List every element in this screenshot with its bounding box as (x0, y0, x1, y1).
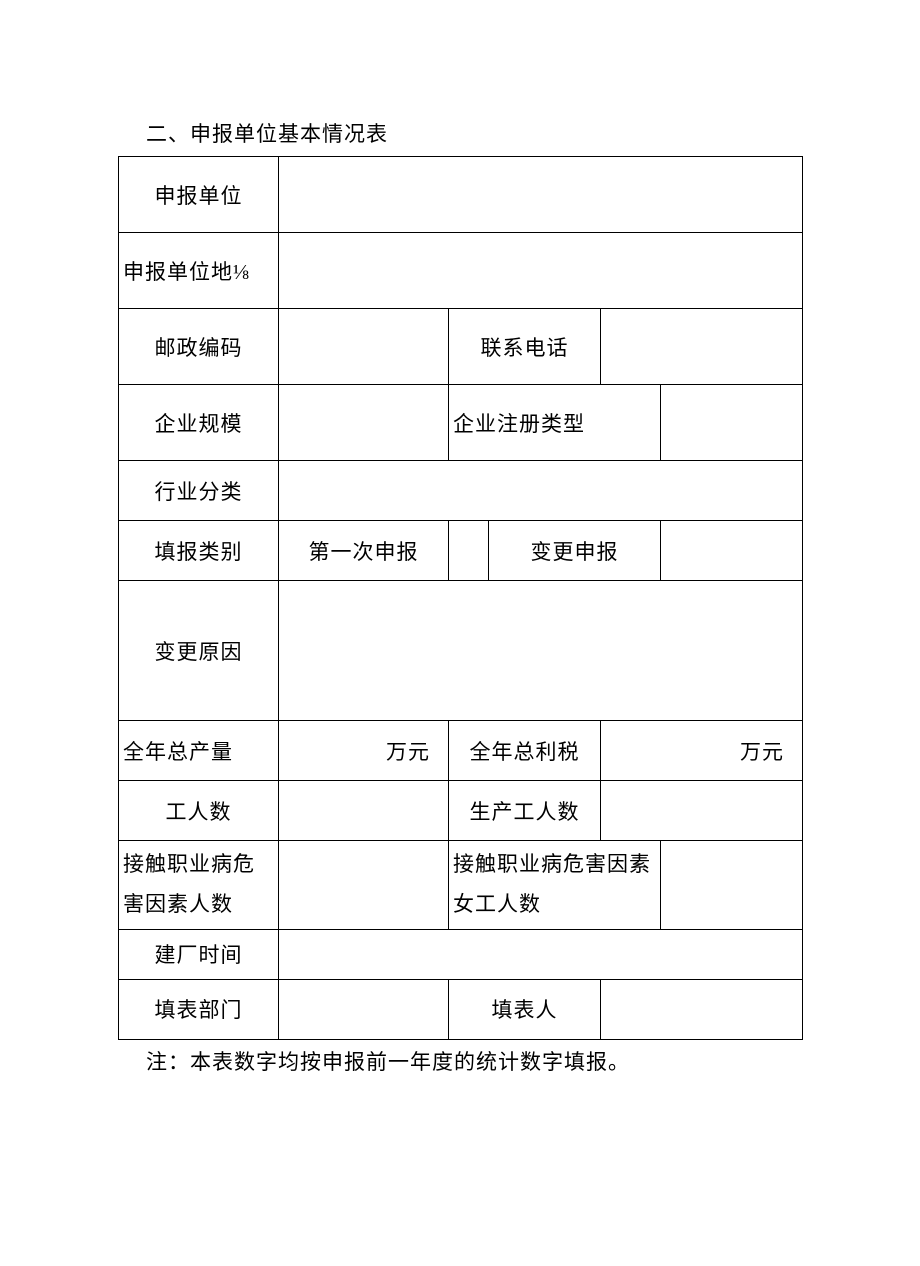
label-declare-address: 申报单位地⅛ (119, 233, 279, 309)
label-annual-tax: 全年总利税 (449, 721, 601, 781)
label-prod-workers: 生产工人数 (449, 781, 601, 841)
table-note: 注：本表数字均按申报前一年度的统计数字填报。 (146, 1046, 802, 1076)
form-table: 申报单位 申报单位地⅛ 邮政编码 联系电话 企业规模 企业注册类型 行业分类 填… (118, 156, 803, 1040)
table-row: 工人数 生产工人数 (119, 781, 803, 841)
label-postcode: 邮政编码 (119, 309, 279, 385)
value-hazard-female-workers[interactable] (661, 841, 803, 930)
table-row: 邮政编码 联系电话 (119, 309, 803, 385)
table-row: 申报单位地⅛ (119, 233, 803, 309)
label-change-report: 变更申报 (489, 521, 661, 581)
value-postcode[interactable] (279, 309, 449, 385)
value-build-time[interactable] (279, 929, 803, 979)
value-reg-type[interactable] (661, 385, 803, 461)
unit-annual-tax: 万元 (601, 721, 803, 781)
table-row: 接触职业病危害因素人数 接触职业病危害因素女工人数 (119, 841, 803, 930)
value-hazard-workers[interactable] (279, 841, 449, 930)
checkbox-first-report[interactable] (449, 521, 489, 581)
value-prod-workers[interactable] (601, 781, 803, 841)
table-row: 填表部门 填表人 (119, 979, 803, 1039)
unit-annual-output: 万元 (279, 721, 449, 781)
label-reg-type: 企业注册类型 (449, 385, 661, 461)
value-change-reason[interactable] (279, 581, 803, 721)
label-workers: 工人数 (119, 781, 279, 841)
table-row: 填报类别 第一次申报 变更申报 (119, 521, 803, 581)
value-fill-dept[interactable] (279, 979, 449, 1039)
value-phone[interactable] (601, 309, 803, 385)
value-declare-unit[interactable] (279, 157, 803, 233)
page-title: 二、申报单位基本情况表 (146, 118, 802, 148)
table-row: 企业规模 企业注册类型 (119, 385, 803, 461)
label-hazard-workers: 接触职业病危害因素人数 (119, 841, 279, 930)
label-annual-output: 全年总产量 (119, 721, 279, 781)
label-build-time: 建厂时间 (119, 929, 279, 979)
label-industry: 行业分类 (119, 461, 279, 521)
value-declare-address[interactable] (279, 233, 803, 309)
checkbox-change-report[interactable] (661, 521, 803, 581)
value-workers[interactable] (279, 781, 449, 841)
label-scale: 企业规模 (119, 385, 279, 461)
label-declare-unit: 申报单位 (119, 157, 279, 233)
value-fill-person[interactable] (601, 979, 803, 1039)
label-first-report: 第一次申报 (279, 521, 449, 581)
table-row: 变更原因 (119, 581, 803, 721)
label-report-type: 填报类别 (119, 521, 279, 581)
table-row: 行业分类 (119, 461, 803, 521)
table-row: 全年总产量 万元 全年总利税 万元 (119, 721, 803, 781)
value-scale[interactable] (279, 385, 449, 461)
label-change-reason: 变更原因 (119, 581, 279, 721)
label-fill-dept: 填表部门 (119, 979, 279, 1039)
label-phone: 联系电话 (449, 309, 601, 385)
table-row: 申报单位 (119, 157, 803, 233)
label-fill-person: 填表人 (449, 979, 601, 1039)
table-row: 建厂时间 (119, 929, 803, 979)
label-hazard-female-workers: 接触职业病危害因素女工人数 (449, 841, 661, 930)
value-industry[interactable] (279, 461, 803, 521)
